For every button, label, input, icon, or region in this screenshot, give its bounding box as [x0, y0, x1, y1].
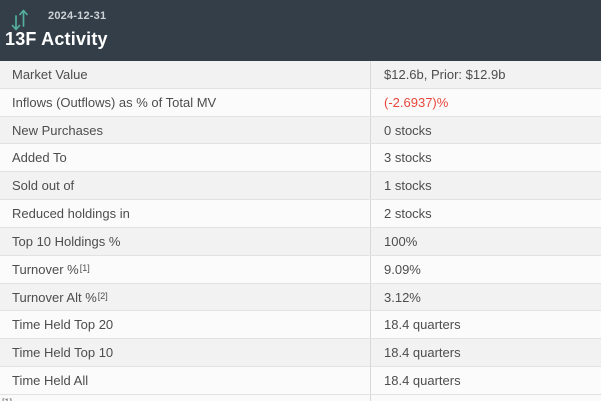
row-value: 100%: [370, 227, 601, 255]
table-row: Added To 3 stocks: [0, 144, 601, 173]
row-value: 18.4 quarters: [370, 367, 601, 394]
row-value: 3.12%: [370, 283, 601, 311]
row-label-text: Time Held Top 10: [12, 345, 114, 361]
table-row: New Purchases 0 stocks: [0, 116, 601, 145]
row-label-text: New Purchases: [12, 122, 104, 138]
row-label-text: Reduced holdings in: [12, 206, 130, 222]
row-label-text: Inflows (Outflows) as % of Total MV: [12, 94, 217, 110]
table-row: Inflows (Outflows) as % of Total MV (-2.…: [0, 88, 601, 117]
footnote-ref[interactable]: [2]: [97, 291, 108, 302]
row-value: 9.09%: [370, 255, 601, 283]
row-value: 18.4 quarters: [370, 311, 601, 339]
row-value: 1 stocks: [370, 172, 601, 200]
page-title: 13F Activity: [5, 29, 108, 49]
row-label: Top 10 Holdings %: [0, 228, 370, 255]
row-label: Added To: [0, 144, 370, 171]
report-date: 2024-12-31: [48, 10, 107, 22]
row-label: Turnover % [1]: [0, 256, 370, 283]
row-label: Reduced holdings in: [0, 200, 370, 227]
row-label: Sold out of: [0, 172, 370, 199]
table-row: Market Value $12.6b, Prior: $12.9b: [0, 61, 601, 89]
table-row: Time Held Top 10 18.4 quarters: [0, 339, 601, 368]
row-value: $12.6b, Prior: $12.9b: [370, 61, 601, 88]
table-row: Time Held Top 20 18.4 quarters: [0, 311, 601, 340]
footnote-strip: [1]: [0, 394, 601, 401]
row-value: 2 stocks: [370, 200, 601, 227]
column-divider: [370, 394, 371, 401]
row-label-text: Time Held All: [12, 373, 89, 389]
row-label: Turnover Alt % [2]: [0, 284, 370, 311]
row-label: Time Held Top 20: [0, 311, 370, 338]
row-label-text: Added To: [12, 150, 67, 166]
table-row: Sold out of 1 stocks: [0, 172, 601, 201]
row-label-text: Turnover %: [12, 261, 79, 277]
row-label: New Purchases: [0, 117, 370, 144]
row-value: 18.4 quarters: [370, 339, 601, 367]
footnote-partial-text: [1]: [2, 397, 12, 401]
row-label: Market Value: [0, 61, 370, 88]
table-row: Turnover % [1] 9.09%: [0, 255, 601, 284]
table-row: Turnover Alt % [2] 3.12%: [0, 283, 601, 312]
row-label: Inflows (Outflows) as % of Total MV: [0, 89, 370, 116]
row-label: Time Held All: [0, 367, 370, 394]
row-label-text: Top 10 Holdings %: [12, 233, 121, 249]
table-row: Reduced holdings in 2 stocks: [0, 200, 601, 228]
panel-header: 2024-12-31 13F Activity: [0, 0, 601, 61]
row-label-text: Market Value: [12, 66, 88, 82]
row-label-text: Sold out of: [12, 178, 75, 194]
footnote-ref[interactable]: [1]: [79, 263, 90, 274]
row-label: Time Held Top 10: [0, 339, 370, 366]
up-down-arrows-icon: [11, 7, 29, 31]
table-row: Top 10 Holdings % 100%: [0, 227, 601, 256]
row-label-text: Turnover Alt %: [12, 289, 97, 305]
row-label-text: Time Held Top 20: [12, 317, 114, 333]
row-value: (-2.6937)%: [370, 88, 601, 116]
table-body: Market Value $12.6b, Prior: $12.9b Inflo…: [0, 61, 601, 395]
row-value: 3 stocks: [370, 144, 601, 172]
row-value: 0 stocks: [370, 116, 601, 144]
table-row: Time Held All 18.4 quarters: [0, 367, 601, 395]
